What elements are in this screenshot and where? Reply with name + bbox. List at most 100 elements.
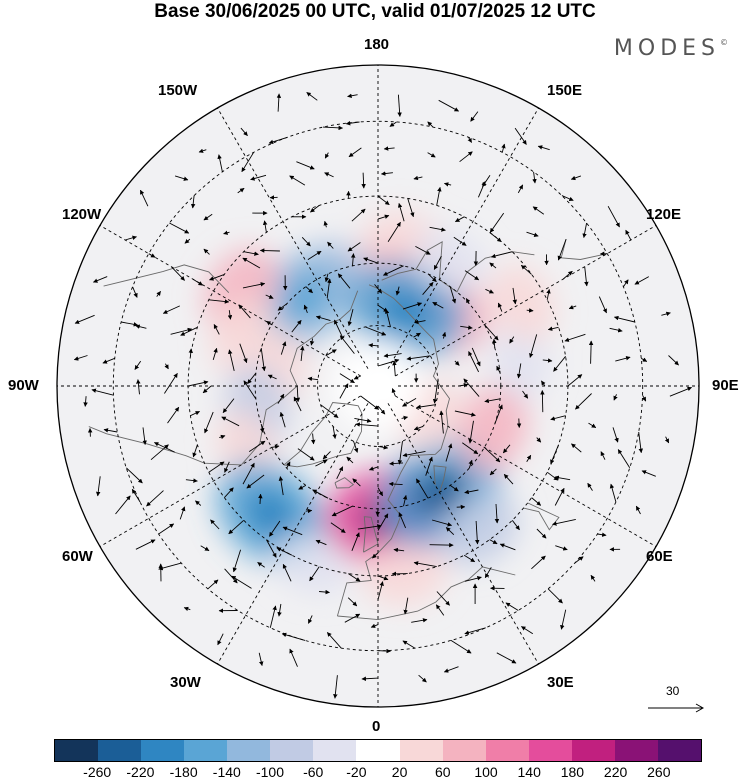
colorbar-segment: [98, 740, 142, 761]
wind-arrow: [239, 343, 248, 364]
wind-arrow: [413, 332, 421, 338]
wind-arrow: [306, 92, 318, 101]
wind-arrow: [516, 418, 522, 428]
wind-arrow: [391, 388, 396, 397]
wind-arrow: [402, 450, 426, 458]
colorbar-tick-label: 220: [603, 764, 628, 780]
wind-arrow: [429, 542, 454, 548]
wind-arrow: [295, 385, 301, 403]
wind-arrow: [402, 398, 417, 407]
wind-arrow: [546, 288, 551, 300]
wind-arrow: [184, 238, 191, 244]
wind-arrow: [397, 202, 405, 222]
wind-arrow: [139, 189, 149, 207]
wind-arrow: [388, 481, 403, 487]
polar-map: [56, 64, 700, 708]
wind-arrow: [247, 372, 257, 384]
wind-arrow: [170, 266, 185, 281]
wind-arrow: [279, 411, 286, 428]
wind-arrow: [382, 265, 404, 276]
wind-arrow: [532, 171, 537, 184]
wind-arrow: [326, 632, 342, 649]
wind-arrow: [352, 478, 361, 487]
coastline: [103, 264, 230, 294]
wind-arrow: [135, 324, 147, 329]
wind-arrow: [102, 357, 115, 364]
colorbar-segment: [55, 740, 99, 761]
wind-arrow: [403, 597, 409, 615]
wind-arrow: [413, 175, 423, 181]
wind-arrow: [547, 326, 559, 331]
wind-arrow: [547, 588, 563, 604]
wind-arrow: [322, 125, 344, 131]
wind-arrow: [529, 334, 538, 358]
wind-arrow: [203, 248, 210, 255]
wind-arrow: [188, 380, 209, 387]
wind-arrow: [324, 152, 330, 159]
wind-arrow: [301, 236, 311, 247]
colorbar-tick-label: 100: [474, 764, 498, 780]
wind-arrow: [333, 319, 343, 338]
wind-arrow: [368, 343, 379, 348]
wind-arrow: [587, 482, 593, 491]
wind-arrow: [221, 416, 240, 427]
wind-arrow: [277, 393, 285, 404]
wind-arrow: [492, 338, 497, 349]
wind-arrow: [438, 99, 459, 112]
wind-arrow: [363, 257, 379, 264]
wind-arrow: [266, 320, 272, 326]
wind-arrow: [397, 441, 403, 465]
wind-arrow: [550, 444, 560, 465]
wind-arrow: [344, 613, 361, 623]
wind-arrow: [315, 539, 327, 546]
wind-arrow: [562, 270, 573, 280]
wind-arrow: [348, 147, 362, 158]
wind-arrow: [237, 187, 245, 194]
wind-arrow: [267, 374, 277, 380]
lon-label-0: 0: [372, 718, 381, 735]
colorbar-tick-label: -60: [303, 764, 324, 780]
wind-arrow: [347, 242, 361, 252]
wind-arrow: [241, 152, 255, 173]
wind-arrow: [242, 257, 261, 269]
wind-arrow: [374, 284, 383, 294]
colorbar-tick-label: 140: [517, 764, 541, 780]
wind-arrow: [167, 406, 180, 424]
wind-arrow: [208, 461, 225, 473]
wind-arrow: [464, 627, 486, 635]
wind-arrow: [324, 172, 334, 178]
wind-arrow: [441, 331, 447, 339]
wind-arrow: [436, 591, 450, 606]
coastline: [88, 290, 359, 466]
wind-arrow: [192, 444, 198, 458]
colorbar-segment: [657, 740, 701, 761]
wind-arrow: [276, 93, 282, 112]
wind-arrow: [546, 471, 559, 481]
wind-arrow: [411, 618, 428, 623]
wind-arrow: [413, 561, 437, 568]
lon-label-30w: 30W: [170, 674, 201, 691]
wind-arrow: [319, 589, 330, 595]
wind-arrow: [494, 404, 503, 425]
coastline: [337, 566, 516, 621]
wind-arrow: [162, 305, 180, 314]
wind-arrow: [353, 440, 359, 453]
wind-arrow: [377, 405, 386, 415]
wind-arrow: [401, 415, 409, 421]
wind-arrow: [458, 382, 469, 388]
wind-arrow: [552, 518, 576, 526]
wind-arrow: [526, 454, 532, 463]
wind-arrow: [315, 315, 331, 322]
wind-arrow: [392, 360, 397, 377]
wind-arrow: [224, 487, 234, 498]
colorbar-tick-label: -100: [255, 764, 285, 780]
wind-arrow: [365, 326, 387, 336]
wind-arrow: [174, 175, 189, 181]
wind-arrow: [505, 602, 519, 611]
wind-arrow: [574, 556, 584, 564]
colorbar-tick-label: -260: [83, 764, 112, 780]
wind-arrow: [347, 308, 354, 327]
wind-arrow: [269, 520, 281, 537]
wind-arrow: [377, 648, 391, 654]
wind-arrow: [268, 136, 288, 145]
